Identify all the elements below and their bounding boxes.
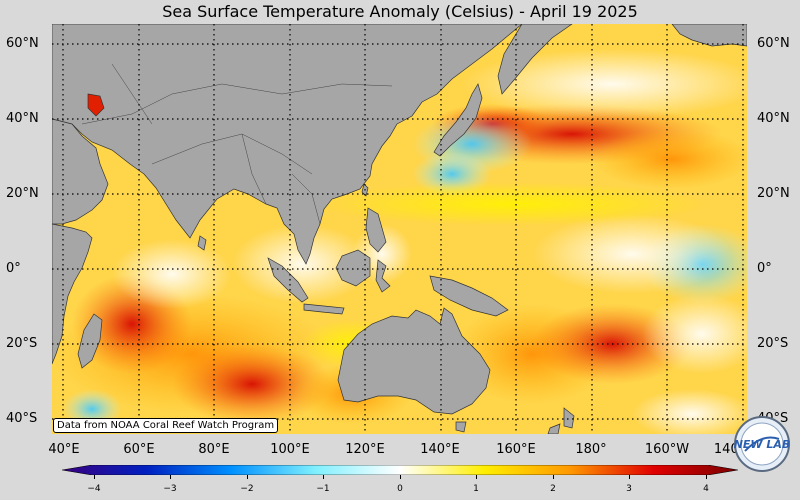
borders	[81, 63, 393, 225]
land-sulawesi	[375, 259, 391, 293]
colorbar-tick-label: −1	[316, 484, 330, 494]
land-australia	[337, 307, 491, 415]
lon-label: 140°E	[420, 442, 460, 457]
lat-label-left: 40°N	[6, 111, 39, 126]
lon-label: 40°E	[48, 442, 80, 457]
colorbar-tick-label: 3	[626, 484, 632, 494]
land-africa	[52, 223, 93, 365]
lat-label-right: 60°N	[757, 36, 790, 51]
lat-label-left: 20°N	[6, 186, 39, 201]
colorbar-tick-mark	[323, 475, 324, 479]
anomaly-map	[52, 24, 747, 434]
lon-label: 160°W	[644, 442, 690, 457]
colorbar-tick-label: 0	[397, 484, 403, 494]
lab-logo: NEW LAB	[734, 416, 791, 472]
colorbar	[62, 465, 738, 475]
lon-label: 160°E	[496, 442, 536, 457]
colorbar-tick-label: −2	[240, 484, 254, 494]
lon-label: 60°E	[123, 442, 155, 457]
lat-label-left: 0°	[6, 261, 21, 276]
land-alaska	[671, 24, 747, 47]
land-java	[303, 303, 345, 315]
data-credit: Data from NOAA Coral Reef Watch Program	[53, 418, 279, 433]
lat-label-right: 40°N	[757, 111, 790, 126]
land-kamchatka	[497, 24, 573, 95]
anomaly-map-svg	[52, 24, 747, 434]
colorbar-tick-mark	[476, 475, 477, 479]
colorbar-tick-label: −4	[87, 484, 101, 494]
lat-label-left: 60°N	[6, 36, 39, 51]
colorbar-tick-label: 1	[473, 484, 479, 494]
colorbar-tick-label: 2	[550, 484, 556, 494]
land-asia	[52, 24, 523, 265]
lat-label-right: 20°S	[757, 336, 789, 351]
colorbar-tick-mark	[170, 475, 171, 479]
lon-label: 100°E	[270, 442, 310, 457]
colorbar-tick-mark	[629, 475, 630, 479]
land-japan	[433, 83, 483, 157]
colorbar-tick-mark	[400, 475, 401, 479]
colorbar-tick-label: −3	[163, 484, 177, 494]
land-madagascar	[77, 313, 103, 369]
colorbar-tick-mark	[247, 475, 248, 479]
colorbar-tick-mark	[94, 475, 95, 479]
land-caspian	[87, 93, 105, 117]
colorbar-tick-mark	[706, 475, 707, 479]
lab-logo-text: NEW LAB	[734, 438, 791, 451]
colorbar-tick-mark	[553, 475, 554, 479]
colorbar-tick-label: 4	[703, 484, 709, 494]
lat-label-left: 20°S	[6, 336, 38, 351]
lon-label: 80°E	[198, 442, 230, 457]
land-borneo	[335, 249, 371, 287]
land-newguinea	[429, 275, 509, 317]
land-philippines	[365, 207, 387, 253]
land-srilanka	[197, 235, 207, 251]
lat-label-right: 0°	[757, 261, 772, 276]
lon-label: 120°E	[345, 442, 385, 457]
lat-label-left: 40°S	[6, 411, 38, 426]
land-arabia	[52, 118, 109, 225]
lon-label: 180°	[575, 442, 607, 457]
map-title: Sea Surface Temperature Anomaly (Celsius…	[162, 2, 638, 21]
land-newzealand	[547, 407, 575, 434]
land-masses	[52, 24, 747, 434]
lat-label-right: 20°N	[757, 186, 790, 201]
land-tasmania	[455, 421, 467, 433]
